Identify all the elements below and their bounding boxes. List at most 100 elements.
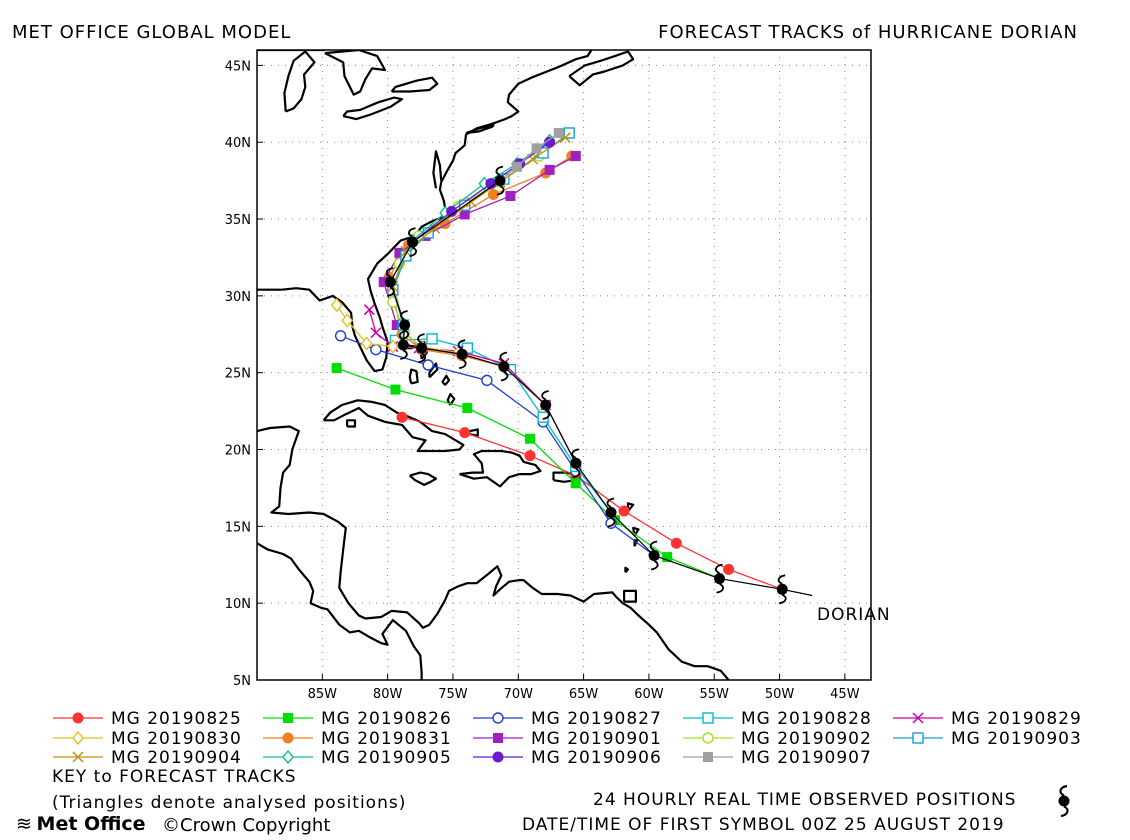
track-line <box>336 304 547 406</box>
coastlines <box>257 50 730 680</box>
hurricane-symbol-icon <box>384 267 396 297</box>
graticule <box>257 50 871 681</box>
lat-tick-label: 20N <box>225 444 251 459</box>
map-frame <box>256 49 872 681</box>
legend-label: MG 20190905 <box>321 748 452 768</box>
forecast-track-mg-20190904 <box>387 132 571 330</box>
track-marker <box>72 712 84 724</box>
hurricane-symbol-icon <box>648 540 660 571</box>
axis-ticks: 85W 80W 75W 70W 65W 60W 55W 50W 45W 45N 40N 35N 30N 2… <box>225 59 860 702</box>
legend-label: MG 20190830 <box>111 729 242 749</box>
track-marker <box>492 712 504 724</box>
track-marker <box>570 478 581 489</box>
hurricane-symbol-icon <box>498 351 510 382</box>
legend-item: MG 20190902 <box>683 729 872 749</box>
key-note: (Triangles denote analysed positions) <box>52 793 407 813</box>
legend-label: MG 20190831 <box>321 729 452 749</box>
coastline-mexico-central-america <box>257 425 730 680</box>
lon-tick-label: 70W <box>504 687 534 702</box>
coastline-cat-island <box>441 374 451 386</box>
track-marker <box>370 343 382 356</box>
observed-positions-note: 24 HOURLY REAL TIME OBSERVED POSITIONS <box>593 790 1017 810</box>
track-marker <box>525 433 536 444</box>
hurricane-symbol-icon <box>570 448 582 479</box>
legend-item: MG 20190905 <box>263 748 452 768</box>
hurricane-symbol-icon <box>714 563 725 594</box>
track-marker <box>330 297 343 313</box>
track-marker <box>282 749 294 765</box>
lon-tick-label: 65W <box>569 687 599 702</box>
lat-tick-label: 15N <box>225 520 251 535</box>
legend-item: MG 20190826 <box>263 709 451 729</box>
coastline-chesapeake <box>432 150 443 189</box>
track-marker <box>912 712 924 724</box>
track-marker <box>396 411 408 423</box>
legend-label: MG 20190904 <box>111 748 242 768</box>
track-marker <box>544 164 555 175</box>
track-marker <box>386 339 399 354</box>
legend-label: MG 20190828 <box>741 709 872 729</box>
track-marker <box>487 188 499 200</box>
track-line <box>340 335 655 557</box>
hurricane-symbol-icon <box>407 227 418 257</box>
hurricane-symbol-icon <box>416 333 428 363</box>
header-left-title: MET OFFICE GLOBAL MODEL <box>12 22 292 43</box>
track-marker <box>493 733 503 743</box>
observed-positions <box>384 165 813 605</box>
track-marker <box>72 730 84 746</box>
legend-label: MG 20190827 <box>531 709 662 729</box>
hurricane-symbol-icon <box>456 339 468 370</box>
track-marker <box>462 403 473 414</box>
track-marker <box>524 450 536 462</box>
observed-track-line <box>389 180 783 590</box>
coastline-lesser-antilles-2 <box>632 526 640 537</box>
track-line <box>336 367 720 580</box>
track-marker <box>553 127 564 138</box>
track-marker <box>72 751 84 763</box>
legend-label: MG 20190902 <box>741 729 872 749</box>
track-marker <box>702 712 714 724</box>
coastline-lesser-antilles-3 <box>633 539 639 547</box>
track-marker <box>703 752 713 762</box>
legend-item: MG 20190831 <box>263 729 452 749</box>
forecast-track-mg-20190826 <box>331 363 725 583</box>
coastline-long-island-bahamas <box>446 393 456 406</box>
lon-tick-label: 75W <box>438 687 468 702</box>
hurricane-symbol-icon <box>399 310 411 340</box>
coastline-lesser-antilles-4 <box>624 566 630 574</box>
track-marker <box>618 505 630 517</box>
hurricane-symbol-icon <box>605 497 617 528</box>
header-right-title: FORECAST TRACKS of HURRICANE DORIAN <box>658 22 1078 43</box>
legend-item: MG 20190827 <box>473 709 662 729</box>
track-marker <box>422 359 434 371</box>
track-line <box>389 140 550 283</box>
track-marker <box>702 732 714 744</box>
legend-label: MG 20190825 <box>111 709 242 729</box>
lat-tick-label: 10N <box>225 597 251 612</box>
legend-label: MG 20190903 <box>951 729 1082 749</box>
coastline-north-america <box>257 50 593 373</box>
legend-item: MG 20190906 <box>473 748 662 768</box>
lat-tick-label: 35N <box>225 213 251 228</box>
track-marker <box>459 209 470 220</box>
track-marker <box>570 151 581 162</box>
track-marker <box>492 751 504 763</box>
track-marker <box>341 313 354 328</box>
track-marker <box>481 374 493 387</box>
legend: MG 20190825 MG 20190826 MG 20190827 MG 2019… <box>53 709 1082 768</box>
lat-tick-label: 30N <box>225 290 251 305</box>
track-marker <box>662 552 673 563</box>
hurricane-symbol-icon <box>776 574 788 605</box>
track-marker <box>390 384 401 395</box>
coastline-cuba <box>322 399 465 453</box>
logo-text: Met Office <box>36 813 146 835</box>
track-marker <box>331 363 342 374</box>
met-office-logo: ≋ Met Office <box>16 813 146 835</box>
hurricane-symbol-icon <box>494 165 506 196</box>
track-marker <box>334 330 347 342</box>
coastline-mexico-pacific <box>257 542 423 680</box>
legend-label: MG 20190906 <box>531 748 662 768</box>
coastline-jamaica <box>409 471 438 486</box>
hurricane-symbol-icon <box>540 390 552 420</box>
